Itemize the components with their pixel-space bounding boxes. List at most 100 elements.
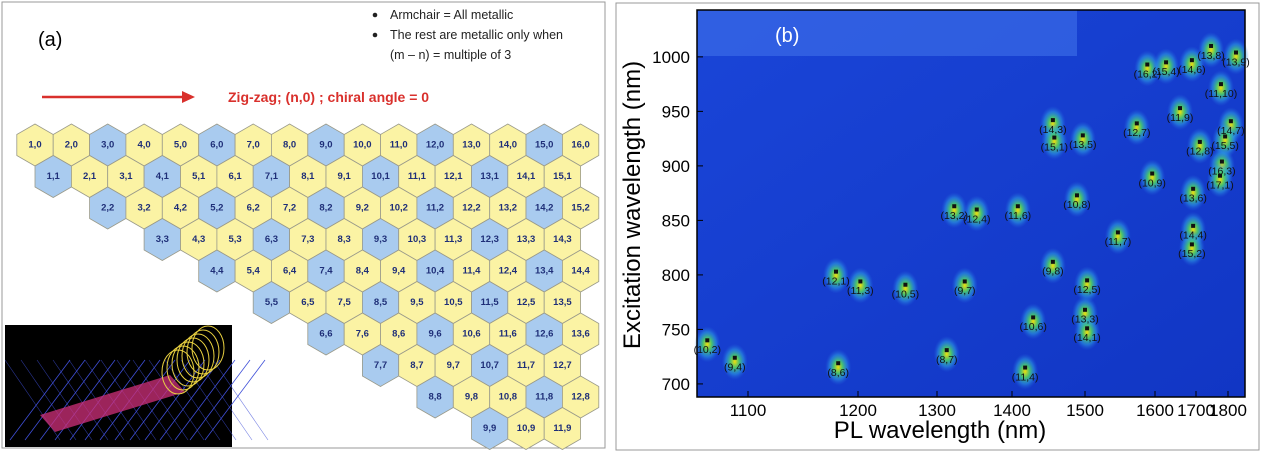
hex-label: 12,0	[426, 140, 445, 151]
hex-label: 9,4	[392, 266, 406, 277]
hex-label: 3,3	[156, 234, 169, 245]
hex-label: 2,2	[101, 203, 114, 214]
point-label: (10,2)	[694, 344, 721, 356]
hex-label: 4,0	[138, 140, 151, 151]
hex-label: 11,4	[462, 266, 481, 277]
point	[1150, 171, 1155, 176]
point-label: (14,4)	[1179, 230, 1206, 242]
hex-label: 13,5	[553, 297, 572, 308]
hex-label: 6,4	[283, 266, 297, 277]
point	[1134, 121, 1139, 126]
tube-ring	[171, 341, 205, 387]
sheet-line	[24, 359, 86, 441]
y-tick-label: 950	[662, 102, 690, 121]
point	[1178, 106, 1183, 111]
hex-label: 14,0	[499, 140, 518, 151]
glow	[694, 326, 721, 363]
bullet	[372, 12, 378, 18]
hex-label: 10,6	[462, 329, 481, 340]
point-label: (15,4)	[1152, 66, 1179, 78]
hex-label: 10,7	[480, 360, 499, 371]
point-label: (9,4)	[724, 362, 746, 374]
point	[1164, 60, 1169, 65]
hex-label: 16,0	[571, 140, 590, 151]
hex-label: 9,1	[338, 171, 352, 182]
point-label: (8,6)	[827, 367, 849, 379]
point-label: (14,1)	[1073, 332, 1100, 344]
hex-label: 6,0	[210, 140, 223, 151]
hex-label: 11,2	[426, 203, 444, 214]
panel-label: (a)	[38, 29, 62, 51]
glow	[1139, 159, 1166, 196]
hex-label: 9,7	[447, 360, 460, 371]
hex-label: 5,2	[210, 203, 223, 214]
hex-label: 14,1	[517, 171, 536, 182]
point-label: (11,4)	[1012, 371, 1039, 383]
hex-label: 10,4	[426, 266, 445, 277]
point-label: (11,10)	[1205, 88, 1238, 100]
glow	[1167, 94, 1194, 131]
hex-label: 9,5	[410, 297, 424, 308]
hex-label: 7,6	[356, 329, 369, 340]
point-label: (11,7)	[1105, 236, 1132, 248]
y-tick-label: 800	[662, 266, 690, 285]
plot-patch	[697, 10, 1077, 56]
hex-label: 8,0	[283, 140, 296, 151]
hex-label: 8,1	[301, 171, 315, 182]
glow	[1186, 127, 1213, 164]
hex-label: 13,6	[571, 329, 590, 340]
hex-label: 10,5	[444, 297, 463, 308]
point	[974, 207, 979, 212]
point	[1085, 278, 1090, 283]
hex-label: 12,2	[462, 203, 481, 214]
hex-label: 8,2	[319, 203, 332, 214]
y-tick-label: 900	[662, 157, 690, 176]
point	[1050, 118, 1055, 123]
sheet-line	[212, 359, 269, 441]
point	[962, 279, 967, 284]
hex-label: 8,8	[428, 392, 441, 403]
hex-label: 11,3	[444, 234, 462, 245]
point-label: (12,1)	[822, 275, 849, 287]
glow	[1178, 230, 1205, 267]
point-label: (10,5)	[892, 288, 919, 300]
sheet-line	[164, 359, 221, 441]
note: The rest are metallic only when	[390, 28, 563, 42]
hex-label: 3,2	[138, 203, 151, 214]
point-label: (14,6)	[1178, 64, 1205, 76]
glow	[825, 349, 852, 386]
point	[1052, 135, 1057, 140]
point-label: (14,7)	[1217, 125, 1244, 137]
y-tick-label: 850	[662, 211, 690, 230]
point	[1197, 139, 1202, 144]
hexagon	[543, 407, 581, 450]
hex-label: 8,3	[338, 234, 351, 245]
glow	[1153, 48, 1180, 85]
arrow-head	[182, 91, 195, 103]
glow	[847, 267, 874, 304]
point-label: (16,3)	[1208, 165, 1235, 177]
point	[1189, 58, 1194, 63]
point	[952, 204, 957, 209]
hex-label: 9,6	[428, 329, 441, 340]
hex-label: 3,1	[119, 171, 133, 182]
hex-label: 5,1	[192, 171, 206, 182]
hex-label: 1,1	[47, 171, 61, 182]
hex-label: 15,1	[553, 171, 572, 182]
x-tick-label: 1800	[1209, 401, 1247, 420]
point-label: (11,3)	[847, 285, 874, 297]
note: Armchair = All metallic	[390, 8, 513, 22]
point	[1234, 50, 1238, 55]
hex-label: 9,9	[483, 423, 496, 434]
glow	[721, 343, 748, 380]
hex-label: 9,3	[374, 234, 387, 245]
glow	[1134, 50, 1161, 87]
hex-label: 11,9	[553, 423, 571, 434]
hex-label: 8,6	[392, 329, 405, 340]
sheet-line	[36, 359, 93, 441]
hex-label: 11,0	[390, 140, 408, 151]
sheet-strip	[40, 375, 185, 432]
hex-label: 12,8	[571, 392, 590, 403]
point	[1218, 173, 1222, 178]
hex-label: 2,1	[83, 171, 97, 182]
